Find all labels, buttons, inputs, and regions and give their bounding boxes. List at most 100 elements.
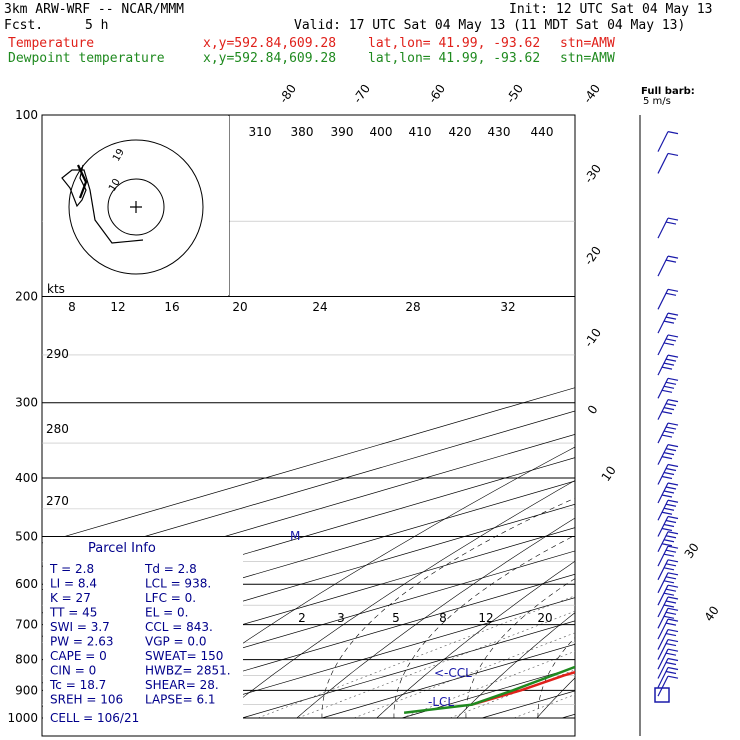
mixing-ratio-line (449, 669, 575, 719)
speed-scale-label: 8 (68, 300, 76, 314)
parcel-index-right: SHEAR= 28. (145, 678, 219, 692)
temperature-tick-label: 30 (682, 540, 702, 561)
forecast-hour: 5 h (85, 18, 109, 33)
temperature-tick-label: -60 (425, 82, 448, 106)
wind-barb (657, 334, 679, 356)
pressure-tick-label: 300 (15, 396, 38, 410)
mixing-ratio-line (257, 595, 575, 719)
dewpoint-xy: x,y=592.84,609.28 (203, 51, 337, 66)
parcel-info-title: Parcel Info (88, 541, 156, 556)
parcel-index-right: SWEAT= 150 (145, 649, 223, 663)
mixing-ratio-line (513, 694, 575, 719)
speed-scale-label: 28 (405, 300, 420, 314)
speed-scale-label: 20 (232, 300, 247, 314)
wind-barb (657, 399, 679, 420)
parcel-index-right: LCL = 938. (145, 577, 211, 591)
valid-time: Valid: 17 UTC Sat 04 May 13 (11 MDT Sat … (294, 18, 686, 33)
parcel-index-right: LFC = 0. (145, 591, 196, 605)
legend-temperature: Temperature (8, 36, 95, 51)
pressure-tick-label: 200 (15, 290, 38, 304)
temperature-tick-label: 0 (585, 403, 601, 417)
temperature-tick-label: -70 (350, 82, 373, 106)
mixing-ratio-label: 2 (298, 611, 306, 625)
wind-barb (657, 255, 679, 277)
hodograph-ring-inner (107, 178, 165, 236)
hodograph-trace (61, 164, 144, 244)
wind-barb (657, 666, 679, 688)
parcel-info-panel: Parcel Info T = 2.8 Td = 2.8 LI = 8.4 LCL = … (43, 537, 243, 725)
mixing-ratio-line (297, 610, 575, 719)
theta-label: 410 (409, 125, 432, 139)
theta-left-label: 290 (46, 347, 69, 361)
dry-adiabat (697, 115, 740, 718)
temperature-tick-label: -40 (580, 82, 603, 106)
wind-barb (657, 377, 679, 399)
speed-scale-label: 24 (312, 300, 327, 314)
wind-barb (657, 152, 679, 174)
parcel-index-left: SWI = 3.7 (50, 620, 110, 634)
dry-adiabat (456, 612, 575, 719)
temperature-tick-label: -20 (581, 244, 604, 268)
surface-wind-icon (654, 687, 670, 703)
m-label: M (290, 529, 300, 543)
dry-adiabat (216, 480, 575, 719)
wind-barb (657, 648, 679, 670)
wind-barb (657, 572, 679, 594)
parcel-index-left: TT = 45 (49, 606, 97, 620)
mixing-ratio-label: 12 (478, 611, 493, 625)
dry-adiabat (296, 517, 575, 719)
forecast-label: Fcst. (4, 18, 44, 33)
ccl-label: <-CCL (434, 666, 472, 680)
pressure-tick-label: 100 (15, 108, 38, 122)
isotherm (161, 597, 575, 719)
speed-scale-label: 12 (110, 300, 125, 314)
wind-barb (657, 444, 679, 465)
wind-barb (657, 596, 679, 618)
dry-adiabat (376, 560, 575, 719)
wind-barb (657, 584, 679, 606)
temperature-station: stn=AMW (560, 36, 615, 51)
wind-barb (657, 618, 679, 640)
isotherm (42, 387, 575, 544)
parcel-index-left: CAPE = 0 (50, 649, 107, 663)
parcel-index-right: VGP = 0.0 (145, 635, 207, 649)
isotherm (42, 527, 575, 684)
isotherm (642, 115, 740, 718)
wind-barb (657, 545, 679, 567)
wind-barb (657, 499, 679, 521)
parcel-index-right: Td = 2.8 (144, 562, 197, 576)
wind-barb (657, 217, 679, 239)
wind-barb (657, 288, 679, 310)
moist-adiabat (321, 497, 575, 719)
legend-dewpoint: Dewpoint temperature (8, 51, 165, 66)
wind-barb (657, 515, 679, 537)
temperature-xy: x,y=592.84,609.28 (203, 36, 337, 51)
parcel-index-left: K = 27 (50, 591, 91, 605)
init-time: Init: 12 UTC Sat 04 May 13 (509, 2, 713, 17)
wind-barb (657, 312, 679, 334)
dry-adiabat (617, 115, 740, 718)
parcel-index-right: LAPSE= 6.1 (145, 693, 216, 707)
dewpoint-profile (403, 665, 575, 714)
barb-legend-unit: 5 m/s (643, 96, 671, 107)
speed-scale-label: 16 (164, 300, 179, 314)
isotherm (81, 573, 575, 719)
parcel-index-left: SREH = 106 (50, 693, 123, 707)
parcel-cell: CELL = 106/21 (50, 711, 139, 725)
wind-barb (657, 531, 679, 553)
pressure-tick-label: 500 (15, 529, 38, 543)
parcel-index-right: CCL = 843. (145, 620, 213, 634)
temperature-profile (471, 670, 575, 706)
mixing-ratio-label: 8 (439, 611, 447, 625)
wind-barb (657, 482, 679, 504)
wind-barb (657, 559, 679, 581)
wind-barb (657, 657, 679, 679)
wind-barb (657, 607, 679, 629)
isotherm (42, 410, 575, 567)
speed-scale-label: 32 (500, 300, 515, 314)
wind-barb (657, 638, 679, 660)
mixing-ratio-line (353, 632, 575, 719)
temperature-tick-label: 10 (599, 463, 619, 484)
model-title: 3km ARW-WRF -- NCAR/MMM (4, 2, 185, 17)
parcel-index-left: CIN = 0 (50, 664, 96, 678)
